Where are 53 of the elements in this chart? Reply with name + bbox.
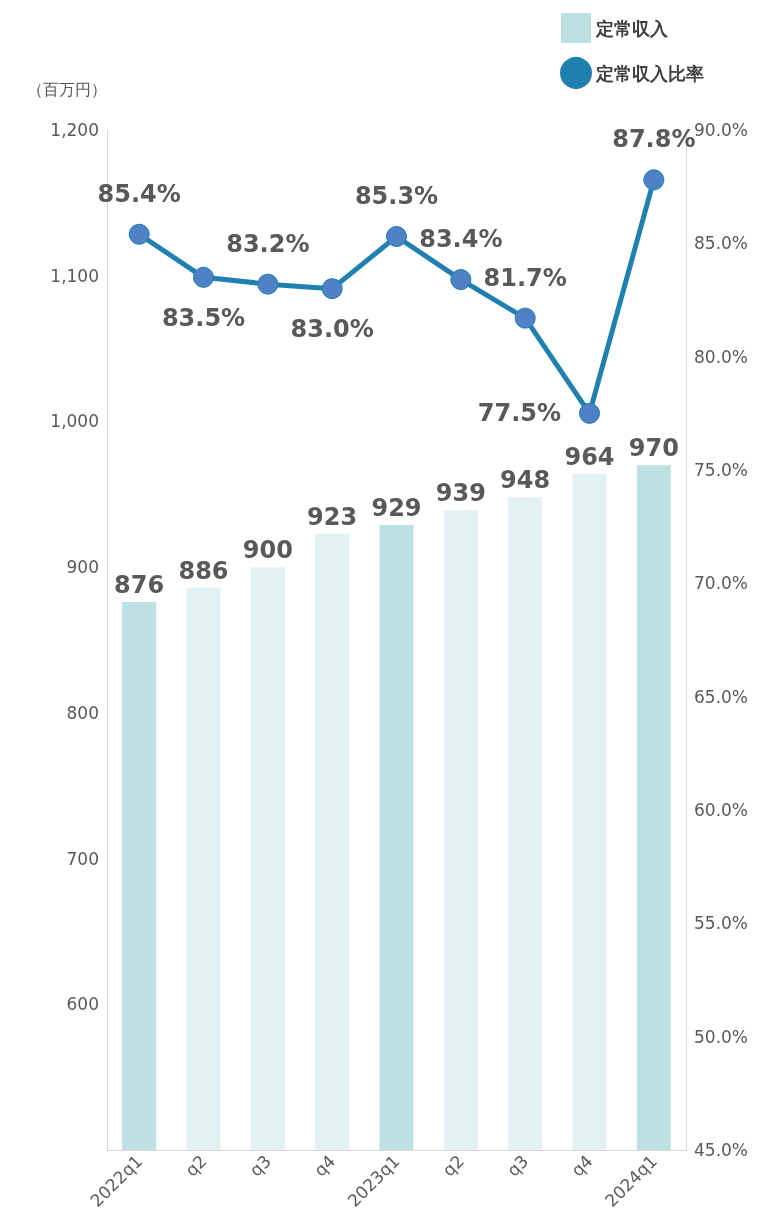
point [386, 226, 407, 248]
y2-tick-label: 70.0% [694, 573, 749, 594]
y-axis-title: （百万円） [27, 79, 107, 99]
y2-tick-label: 55.0% [694, 913, 749, 934]
data-label: 77.5% [477, 399, 561, 428]
data-label: 948 [500, 466, 551, 495]
data-label: 81.7% [483, 263, 567, 292]
point [450, 269, 472, 291]
y2-tick-label: 60.0% [694, 800, 749, 820]
x-tick-label: q2 [438, 1150, 468, 1181]
y2-tick-label: 65.0% [694, 686, 749, 707]
x-tick-label: q4 [567, 1150, 597, 1181]
point [579, 402, 600, 424]
y2-tick-label: 85.0% [694, 233, 749, 254]
data-label: 886 [178, 556, 229, 585]
x-tick-label: q3 [245, 1150, 275, 1181]
point [514, 307, 536, 329]
point [643, 169, 665, 191]
data-label: 876 [114, 571, 165, 600]
data-label: 85.4% [97, 179, 181, 208]
legend-label: 定常収入 [595, 17, 669, 39]
data-label: 87.8% [612, 125, 696, 154]
data-label: 83.4% [419, 225, 503, 254]
y2-tick-label: 90.0% [694, 120, 749, 140]
y2-tick-label: 45.0% [694, 1140, 749, 1160]
x-tick-label: q4 [309, 1150, 340, 1181]
y-tick-label: 1,100 [50, 265, 99, 286]
point [128, 223, 150, 245]
data-label: 83.0% [290, 315, 374, 344]
x-tick-label: q3 [502, 1150, 533, 1181]
y-tick-label: 600 [66, 994, 99, 1015]
data-label: 970 [628, 434, 679, 463]
y-tick-label: 900 [66, 557, 99, 578]
y2-tick-label: 50.0% [694, 1026, 749, 1047]
y-tick-label: 1,200 [50, 120, 99, 140]
y2-tick-label: 80.0% [694, 346, 749, 367]
data-label: 929 [371, 493, 422, 522]
data-label: 923 [307, 502, 358, 531]
legend-label: 定常収入比率 [595, 62, 704, 84]
data-label: 83.2% [226, 229, 310, 258]
y-tick-label: 800 [66, 702, 99, 723]
x-tick-label: q2 [181, 1150, 211, 1181]
data-label: 900 [242, 536, 293, 565]
data-label: 85.3% [354, 182, 439, 211]
point [257, 273, 279, 295]
data-label: 964 [564, 442, 615, 471]
y-tick-label: 700 [66, 848, 99, 869]
data-label: 939 [435, 479, 486, 508]
point [321, 278, 343, 300]
y-tick-label: 1,000 [50, 411, 99, 432]
y2-tick-label: 75.0% [694, 460, 749, 480]
point [193, 266, 214, 288]
data-label: 83.5% [161, 303, 246, 332]
